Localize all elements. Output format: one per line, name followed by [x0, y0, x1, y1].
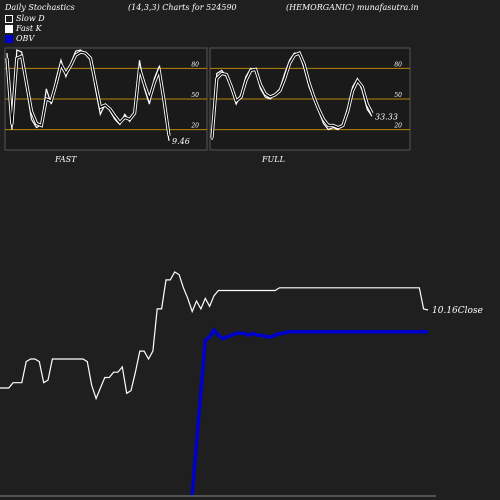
legend-swatch [5, 34, 13, 43]
y-tick-label: 80 [394, 61, 402, 68]
chart-title-left: Daily Stochastics [5, 3, 75, 12]
legend-label: Slow D [16, 14, 45, 23]
chart-title-middle: (14,3,3) Charts for 524590 [128, 3, 237, 12]
series-slow-d [211, 52, 373, 138]
y-tick-label: 50 [394, 92, 402, 99]
y-tick-label: 50 [191, 92, 199, 99]
series-close [0, 271, 429, 401]
legend-fast-k: Fast K [5, 24, 42, 33]
y-tick-label: 20 [190, 123, 199, 130]
legend-swatch [5, 14, 13, 23]
legend-swatch [5, 24, 13, 33]
series-slow-d [6, 51, 170, 136]
y-tick-label: 20 [393, 123, 402, 130]
y-tick-label: 80 [191, 61, 199, 68]
legend-label: Fast K [16, 24, 42, 33]
panel-title: FAST [54, 155, 77, 164]
legend-obv: OBV [5, 34, 34, 43]
legend-label: OBV [16, 34, 35, 43]
chart-title-right: (HEMORGANIC) munafasutra.in [286, 3, 419, 12]
panel-title: FULL [261, 155, 285, 164]
last-close-label: 10.16Close [432, 306, 483, 316]
last-value-label: 33.33 [375, 112, 398, 121]
legend-slow-d: Slow D [5, 14, 45, 23]
series-obv [190, 327, 428, 496]
last-value-label: 9.46 [172, 137, 190, 146]
